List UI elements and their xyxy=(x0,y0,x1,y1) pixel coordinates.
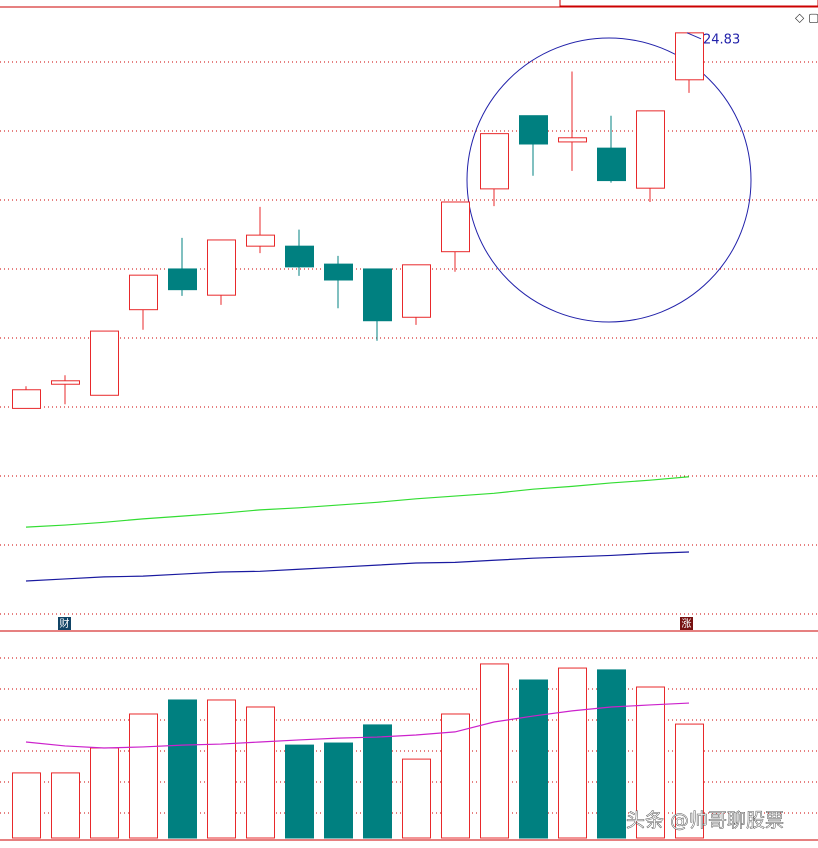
volume-bar xyxy=(207,699,236,839)
candle-body xyxy=(675,32,704,81)
annotation: 24.83 xyxy=(703,32,740,47)
marker: 财 xyxy=(60,617,70,630)
candle-body xyxy=(129,274,158,311)
icon[interactable]: ◇ ▢ xyxy=(795,11,818,25)
candle-body xyxy=(246,234,275,247)
candle-body xyxy=(12,389,41,409)
candle-body xyxy=(51,380,80,385)
candle-body xyxy=(402,264,431,318)
candle-body xyxy=(597,147,626,182)
candle-body xyxy=(480,133,509,190)
volume-bar xyxy=(168,699,197,839)
volume-bar xyxy=(51,772,80,839)
volume-bar xyxy=(12,772,41,839)
marker: 涨 xyxy=(682,618,692,630)
marker-box xyxy=(58,617,71,630)
candle-body xyxy=(636,110,665,189)
volume-bar xyxy=(597,669,626,839)
volume-bar xyxy=(324,742,353,839)
toolbar[interactable] xyxy=(559,0,818,7)
volume-bar xyxy=(285,744,314,839)
candle-body xyxy=(519,115,548,145)
volume-bar xyxy=(558,667,587,839)
volume-bar xyxy=(90,747,119,839)
volume-bar xyxy=(402,758,431,839)
candle-body xyxy=(324,263,353,281)
candle-body xyxy=(207,239,236,296)
candle-body xyxy=(168,268,197,291)
candle-body xyxy=(558,137,587,143)
volume-average xyxy=(25,702,690,749)
volume-bar xyxy=(519,679,548,839)
volume-bar xyxy=(675,723,704,839)
moving-average xyxy=(25,551,690,582)
volume-bar xyxy=(129,713,158,839)
candle-body xyxy=(90,330,119,396)
candle-body xyxy=(441,201,470,253)
candle-body xyxy=(285,245,314,268)
volume-bar xyxy=(441,713,470,839)
annotation-pointer xyxy=(686,32,702,40)
volume-bar xyxy=(363,724,392,839)
highlight-circle xyxy=(466,37,752,323)
volume-bar xyxy=(246,706,275,839)
moving-average xyxy=(25,476,690,528)
marker-box xyxy=(680,617,693,630)
candle-body xyxy=(363,268,392,322)
watermark: 头条 @帅哥聊股票 xyxy=(626,810,784,832)
volume-bar xyxy=(636,686,665,839)
volume-bar xyxy=(480,663,509,839)
